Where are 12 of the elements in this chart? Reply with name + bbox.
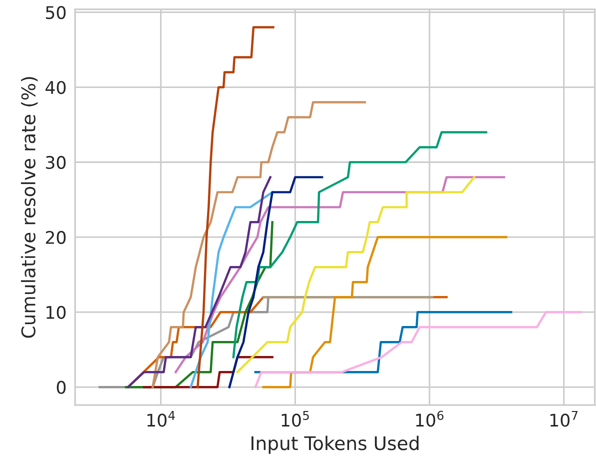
x-tick-label: 10$^{5}$: [282, 410, 309, 427]
x-tick-label: 10$^{4}$: [147, 410, 175, 427]
y-tick-label: 40: [46, 80, 66, 94]
x-tick-label: 10$^{7}$: [550, 410, 578, 427]
y-tick-label: 0: [56, 380, 66, 394]
y-tick-label: 10: [46, 306, 66, 319]
y-tick-label: 20: [46, 230, 66, 244]
y-axis-title: Cumulative resolve rate (%): [20, 77, 38, 338]
x-axis-title: Input Tokens Used: [252, 436, 418, 454]
y-tick-label: 30: [46, 156, 66, 170]
x-tick-label: 10$^{6}$: [416, 410, 444, 427]
y-tick-label: 50: [46, 6, 66, 20]
